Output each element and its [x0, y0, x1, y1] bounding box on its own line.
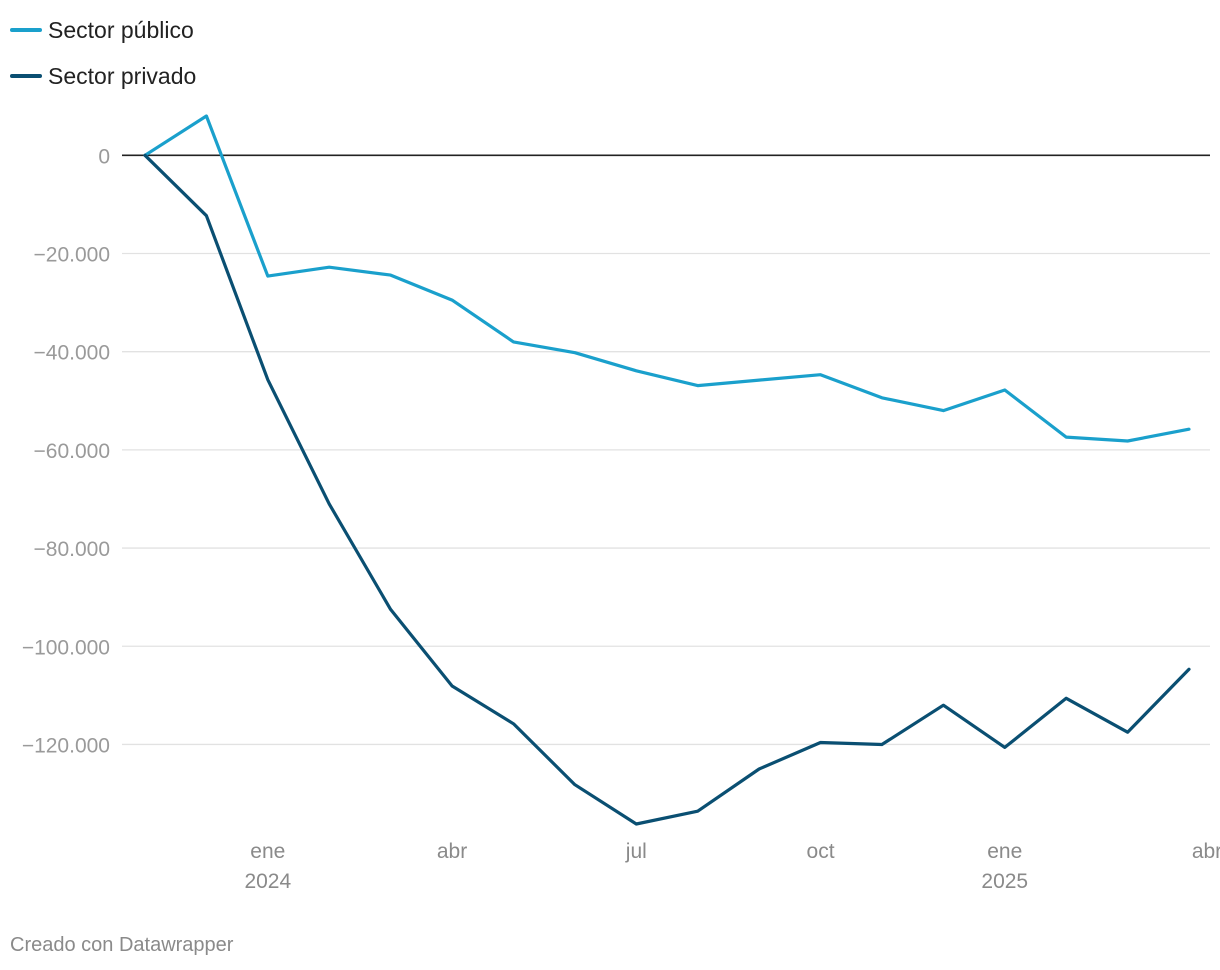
legend-label-sector-privado: Sector privado: [48, 62, 197, 89]
series-line-sector-publico: [143, 114, 1191, 443]
y-tick-label: −60.000: [34, 440, 111, 463]
legend-swatch-sector-publico: [10, 28, 42, 32]
x-tick-label: abr: [437, 840, 467, 863]
legend: Sector público Sector privado: [10, 12, 196, 104]
y-tick-label: −120.000: [22, 734, 110, 757]
legend-item-sector-privado: Sector privado: [10, 58, 196, 94]
legend-label-sector-publico: Sector público: [48, 16, 194, 43]
y-tick-label: −80.000: [34, 538, 111, 561]
x-tick-year-label: 2025: [981, 870, 1028, 893]
x-tick-year-label: 2024: [244, 870, 291, 893]
x-tick-label: jul: [625, 840, 647, 863]
legend-item-sector-publico: Sector público: [10, 12, 196, 48]
x-tick-label: oct: [807, 840, 835, 863]
y-tick-label: 0: [98, 145, 110, 168]
y-tick-label: −40.000: [34, 342, 111, 365]
x-tick-label: ene: [987, 840, 1022, 863]
legend-swatch-sector-privado: [10, 74, 42, 78]
series-layer: [143, 114, 1191, 826]
y-tick-label: −100.000: [22, 636, 110, 659]
x-axis-ticks: ene 2024 abr jul oct ene 2025 abr: [244, 840, 1220, 893]
y-axis-ticks: 0 −20.000 −40.000 −60.000 −80.000 −100.000 −12…: [22, 145, 110, 757]
line-chart: 0 −20.000 −40.000 −60.000 −80.000 −100.000 −12…: [22, 114, 1220, 893]
x-tick-label: abr: [1192, 840, 1220, 863]
grid-layer: [122, 154, 1210, 746]
footer-credit: Creado con Datawrapper: [10, 934, 234, 956]
x-tick-label: ene: [250, 840, 285, 863]
y-tick-label: −20.000: [34, 243, 111, 266]
series-line-sector-privado: [143, 153, 1191, 826]
